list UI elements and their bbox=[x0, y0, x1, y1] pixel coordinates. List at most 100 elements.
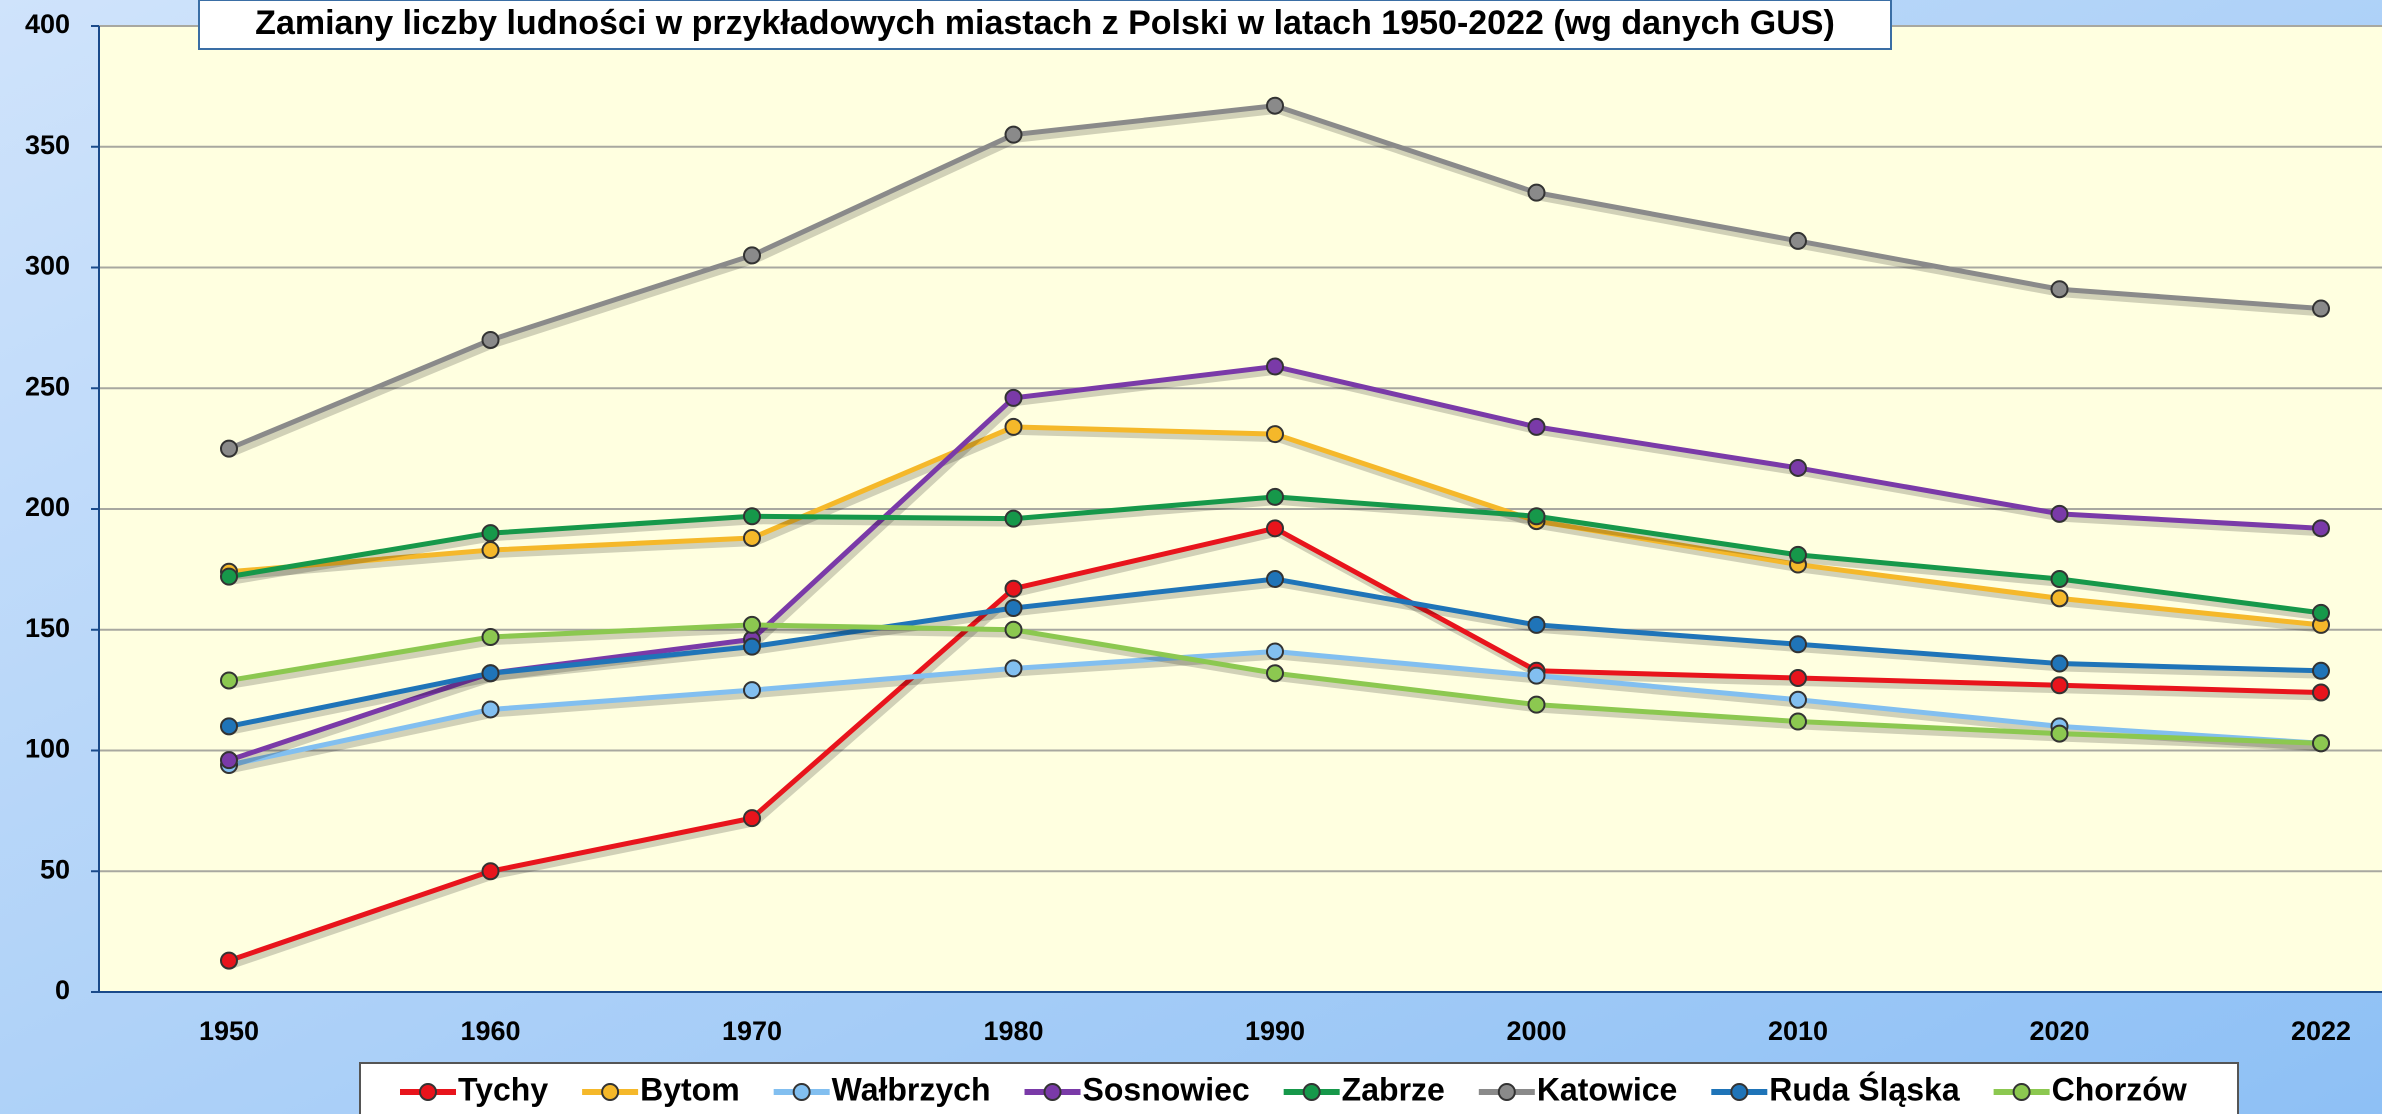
legend-marker bbox=[1302, 1083, 1321, 1101]
data-point bbox=[2050, 724, 2069, 743]
data-point bbox=[1789, 635, 1807, 654]
y-tick-label: 400 bbox=[25, 9, 70, 39]
data-point bbox=[1527, 417, 1546, 436]
data-point bbox=[743, 637, 761, 656]
data-point bbox=[481, 664, 500, 683]
legend-label: Katowice bbox=[1537, 1071, 1677, 1107]
data-point bbox=[1266, 357, 1284, 376]
y-tick-label: 50 bbox=[40, 854, 70, 884]
data-point bbox=[220, 717, 238, 736]
data-point bbox=[2050, 676, 2069, 695]
data-point bbox=[1266, 519, 1284, 538]
legend-marker bbox=[601, 1083, 620, 1101]
data-point bbox=[1004, 579, 1023, 598]
y-tick-label: 350 bbox=[25, 130, 70, 160]
x-tick-label: 1990 bbox=[1245, 1016, 1305, 1046]
data-point bbox=[481, 524, 500, 543]
data-point bbox=[481, 330, 500, 349]
data-point bbox=[1004, 620, 1023, 639]
data-point bbox=[481, 700, 500, 719]
data-point bbox=[2050, 280, 2069, 299]
data-point bbox=[743, 615, 761, 634]
data-point bbox=[1266, 664, 1284, 683]
x-tick-label: 2010 bbox=[1768, 1016, 1828, 1046]
data-point bbox=[1266, 96, 1284, 115]
data-point bbox=[1527, 666, 1546, 685]
x-tick-label: 2020 bbox=[2029, 1016, 2089, 1046]
data-point bbox=[1266, 487, 1284, 506]
data-point bbox=[743, 246, 761, 265]
legend-label: Zabrze bbox=[1342, 1071, 1445, 1107]
data-point bbox=[1004, 659, 1023, 678]
x-tick-label: 2022 bbox=[2291, 1016, 2351, 1046]
title-box bbox=[198, 0, 1892, 50]
data-point bbox=[743, 507, 761, 526]
x-tick-label: 1950 bbox=[199, 1016, 259, 1046]
data-point bbox=[2312, 661, 2330, 680]
data-point bbox=[2312, 299, 2330, 318]
data-point bbox=[2050, 570, 2069, 589]
data-point bbox=[481, 627, 500, 646]
data-point bbox=[743, 809, 761, 828]
chart-title: Zamiany liczby ludności w przykładowych … bbox=[255, 4, 1835, 42]
legend-marker bbox=[792, 1083, 811, 1101]
data-point bbox=[220, 439, 238, 458]
data-point bbox=[2312, 734, 2330, 753]
y-tick-label: 250 bbox=[25, 371, 70, 401]
data-point bbox=[1004, 388, 1023, 407]
data-point bbox=[1789, 458, 1807, 477]
y-tick-label: 200 bbox=[25, 492, 70, 522]
data-point bbox=[1527, 507, 1546, 526]
data-point bbox=[1527, 183, 1546, 202]
data-point bbox=[1004, 417, 1023, 436]
data-point bbox=[1527, 695, 1546, 714]
legend-label: Sosnowiec bbox=[1083, 1071, 1250, 1107]
data-point bbox=[220, 751, 238, 770]
x-tick-label: 1980 bbox=[983, 1016, 1043, 1046]
data-point bbox=[220, 671, 238, 690]
data-point bbox=[2312, 603, 2330, 622]
data-point bbox=[743, 681, 761, 700]
y-tick-label: 150 bbox=[25, 613, 70, 643]
legend-label: Ruda Śląska bbox=[1769, 1071, 1960, 1107]
data-point bbox=[2050, 504, 2069, 523]
data-point bbox=[481, 541, 500, 560]
legend-marker bbox=[419, 1083, 437, 1101]
data-point bbox=[743, 528, 761, 547]
legend-marker bbox=[1730, 1083, 1749, 1101]
data-point bbox=[1527, 615, 1546, 634]
legend-label: Tychy bbox=[458, 1071, 548, 1107]
legend-marker bbox=[1497, 1083, 1516, 1101]
data-point bbox=[1789, 231, 1807, 250]
data-point bbox=[2050, 589, 2069, 608]
data-point bbox=[220, 951, 238, 970]
x-tick-label: 1970 bbox=[722, 1016, 782, 1046]
y-tick-label: 300 bbox=[25, 251, 70, 281]
legend-label: Wałbrzych bbox=[832, 1071, 991, 1107]
legend-label: Chorzów bbox=[2052, 1071, 2187, 1107]
x-tick-label: 1960 bbox=[460, 1016, 520, 1046]
legend-marker bbox=[2012, 1083, 2031, 1101]
data-point bbox=[481, 862, 500, 881]
y-tick-label: 0 bbox=[55, 975, 70, 1005]
data-point bbox=[1004, 125, 1023, 144]
data-point bbox=[1789, 669, 1807, 688]
data-point bbox=[1789, 712, 1807, 731]
data-point bbox=[1004, 509, 1023, 528]
data-point bbox=[1266, 570, 1284, 589]
legend-label: Bytom bbox=[640, 1071, 740, 1107]
x-tick-label: 2000 bbox=[1506, 1016, 1566, 1046]
data-point bbox=[2050, 654, 2069, 673]
y-tick-label: 100 bbox=[25, 734, 70, 764]
data-point bbox=[2312, 519, 2330, 538]
data-point bbox=[1266, 425, 1284, 444]
data-point bbox=[1789, 545, 1807, 564]
data-point bbox=[1004, 599, 1023, 618]
legend-marker bbox=[1043, 1083, 1062, 1101]
data-point bbox=[220, 567, 238, 586]
data-point bbox=[1266, 642, 1284, 661]
legend-box bbox=[359, 1062, 2239, 1114]
data-point bbox=[2312, 683, 2330, 702]
